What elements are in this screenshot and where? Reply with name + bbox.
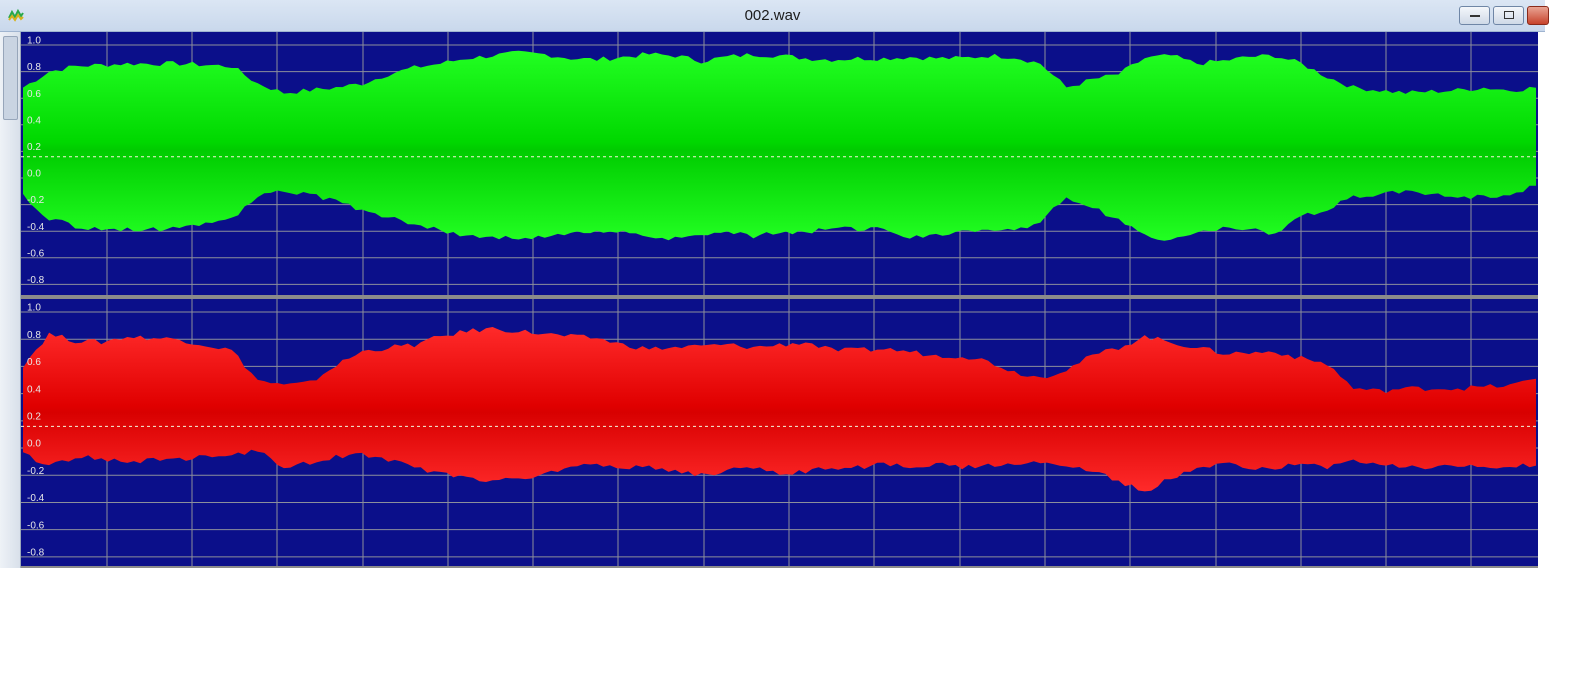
maximize-button[interactable] — [1493, 6, 1524, 25]
axis-tick-label: 0.0 — [27, 169, 41, 180]
waveform-canvas[interactable]: 1.0 0.8 0.6 0.4 0.2 0.0 -0.2 -0.4 -0.6 -0.8 1.0 0.… — [21, 32, 1538, 568]
axis-tick-label: -0.4 — [27, 493, 45, 504]
waveform-app-icon — [8, 8, 24, 22]
axis-tick-label: -0.8 — [27, 548, 45, 559]
channel-right-panel[interactable]: 1.0 0.8 0.6 0.4 0.2 0.0 -0.2 -0.4 -0.6 -0.8 — [21, 299, 1538, 568]
axis-tick-label: -0.2 — [27, 466, 45, 477]
axis-tick-label: -0.6 — [27, 520, 45, 531]
axis-tick-label: 0.8 — [27, 330, 41, 341]
axis-tick-label: 0.2 — [27, 142, 41, 153]
right-channel-waveform — [23, 327, 1536, 492]
axis-tick-label: -0.2 — [27, 195, 45, 206]
vertical-scrollbar[interactable] — [0, 32, 21, 568]
axis-tick-label: -0.8 — [27, 275, 45, 286]
axis-tick-label: 0.6 — [27, 357, 41, 368]
waveform-display[interactable]: 1.0 0.8 0.6 0.4 0.2 0.0 -0.2 -0.4 -0.6 -0.8 1.0 0.… — [21, 32, 1538, 568]
axis-tick-label: 1.0 — [27, 36, 41, 47]
axis-tick-label: 1.0 — [27, 303, 41, 314]
window-title: 002.wav — [744, 7, 801, 24]
scrollbar-thumb[interactable] — [3, 36, 18, 120]
maximize-icon — [1504, 11, 1514, 19]
close-button[interactable] — [1527, 6, 1549, 25]
channel-divider[interactable] — [21, 295, 1538, 299]
axis-tick-label: 0.4 — [27, 115, 41, 126]
channel-left-panel[interactable]: 1.0 0.8 0.6 0.4 0.2 0.0 -0.2 -0.4 -0.6 -0.8 — [21, 32, 1538, 295]
axis-tick-label: 0.8 — [27, 62, 41, 73]
bottom-border — [21, 566, 1538, 568]
minimize-icon — [1470, 15, 1480, 17]
window-title-bar[interactable]: 002.wav — [0, 0, 1549, 32]
axis-tick-label: 0.0 — [27, 439, 41, 450]
minimize-button[interactable] — [1459, 6, 1490, 25]
axis-tick-label: 0.4 — [27, 384, 41, 395]
axis-tick-label: 0.6 — [27, 89, 41, 100]
axis-tick-label: -0.6 — [27, 248, 45, 259]
axis-tick-label: 0.2 — [27, 411, 41, 422]
axis-tick-label: -0.4 — [27, 222, 45, 233]
left-channel-waveform — [23, 50, 1536, 241]
